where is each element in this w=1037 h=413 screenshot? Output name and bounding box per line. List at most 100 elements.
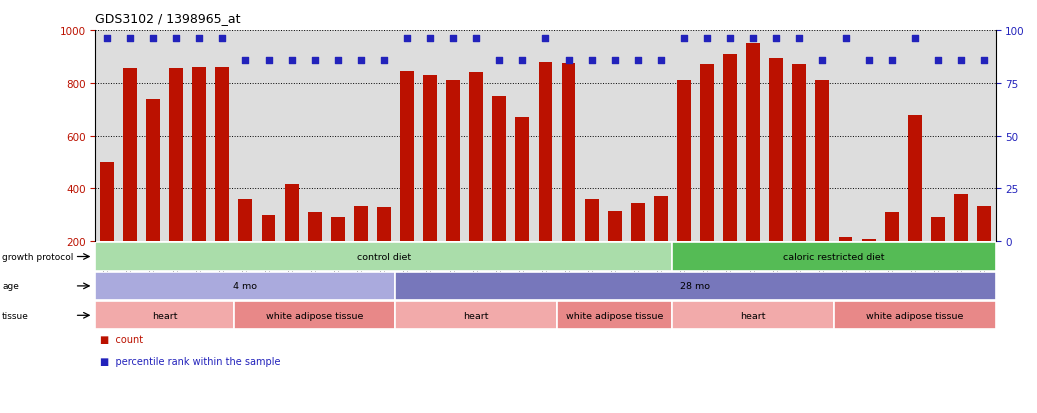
Bar bbox=[585, 199, 598, 242]
Bar bbox=[142, 31, 165, 242]
Text: white adipose tissue: white adipose tissue bbox=[566, 311, 664, 320]
Point bbox=[537, 36, 554, 42]
Bar bbox=[562, 64, 576, 242]
Point bbox=[607, 58, 623, 64]
Bar bbox=[188, 31, 211, 242]
Bar bbox=[423, 76, 437, 242]
Bar bbox=[931, 218, 945, 242]
Point bbox=[260, 58, 277, 64]
Text: control diet: control diet bbox=[357, 252, 411, 261]
Bar bbox=[470, 73, 483, 242]
Bar bbox=[280, 31, 303, 242]
Point bbox=[953, 58, 970, 64]
Bar bbox=[377, 207, 391, 242]
Bar bbox=[169, 69, 184, 242]
Bar bbox=[239, 199, 252, 242]
Bar bbox=[257, 31, 280, 242]
Bar bbox=[764, 31, 788, 242]
Point bbox=[445, 36, 461, 42]
Point bbox=[652, 58, 669, 64]
Bar bbox=[557, 301, 672, 330]
Bar bbox=[903, 31, 926, 242]
Bar bbox=[792, 65, 806, 242]
Text: ■  percentile rank within the sample: ■ percentile rank within the sample bbox=[100, 356, 280, 366]
Text: ■  count: ■ count bbox=[100, 334, 143, 344]
Point bbox=[514, 58, 531, 64]
Bar bbox=[95, 272, 395, 300]
Bar bbox=[723, 55, 737, 242]
Bar bbox=[192, 68, 206, 242]
Bar bbox=[349, 31, 372, 242]
Point bbox=[283, 58, 300, 64]
Bar bbox=[649, 31, 672, 242]
Bar bbox=[949, 31, 973, 242]
Bar bbox=[465, 31, 487, 242]
Bar bbox=[261, 215, 276, 242]
Point bbox=[906, 36, 923, 42]
Bar bbox=[118, 31, 142, 242]
Text: 28 mo: 28 mo bbox=[680, 282, 710, 291]
Bar bbox=[95, 31, 118, 242]
Bar bbox=[862, 239, 875, 242]
Point bbox=[353, 58, 369, 64]
Bar bbox=[696, 31, 719, 242]
Bar bbox=[538, 62, 553, 242]
Bar bbox=[123, 69, 137, 242]
Point bbox=[422, 36, 439, 42]
Bar bbox=[654, 197, 668, 242]
Bar bbox=[608, 211, 621, 242]
Point bbox=[214, 36, 230, 42]
Bar bbox=[327, 31, 349, 242]
Bar bbox=[885, 213, 899, 242]
Point bbox=[330, 58, 346, 64]
Bar bbox=[331, 218, 344, 242]
Point bbox=[676, 36, 693, 42]
Bar bbox=[395, 301, 557, 330]
Bar bbox=[446, 81, 460, 242]
Bar bbox=[511, 31, 534, 242]
Point bbox=[99, 36, 115, 42]
Bar bbox=[834, 31, 857, 242]
Text: caloric restricted diet: caloric restricted diet bbox=[783, 252, 885, 261]
Text: white adipose tissue: white adipose tissue bbox=[866, 311, 963, 320]
Point bbox=[398, 36, 415, 42]
Bar bbox=[811, 31, 834, 242]
Bar bbox=[926, 31, 949, 242]
Bar bbox=[626, 31, 649, 242]
Point bbox=[929, 58, 946, 64]
Text: tissue: tissue bbox=[2, 311, 29, 320]
Bar bbox=[788, 31, 811, 242]
Point bbox=[491, 58, 507, 64]
Bar bbox=[419, 31, 442, 242]
Point bbox=[191, 36, 207, 42]
Bar bbox=[719, 31, 741, 242]
Bar bbox=[604, 31, 626, 242]
Bar bbox=[400, 72, 414, 242]
Bar bbox=[442, 31, 465, 242]
Bar bbox=[95, 301, 234, 330]
Bar bbox=[815, 81, 830, 242]
Point bbox=[768, 36, 785, 42]
Point bbox=[145, 36, 162, 42]
Point bbox=[306, 58, 323, 64]
Point bbox=[560, 58, 577, 64]
Bar bbox=[146, 100, 160, 242]
Point bbox=[745, 36, 761, 42]
Bar bbox=[677, 81, 691, 242]
Bar bbox=[95, 243, 672, 271]
Bar bbox=[880, 31, 903, 242]
Bar bbox=[285, 185, 299, 242]
Point bbox=[584, 58, 600, 64]
Bar bbox=[834, 301, 996, 330]
Bar bbox=[954, 194, 968, 242]
Bar bbox=[493, 97, 506, 242]
Bar bbox=[747, 44, 760, 242]
Text: GDS3102 / 1398965_at: GDS3102 / 1398965_at bbox=[95, 12, 241, 25]
Point bbox=[722, 36, 738, 42]
Bar bbox=[839, 237, 852, 242]
Bar bbox=[672, 243, 996, 271]
Bar bbox=[557, 31, 580, 242]
Bar bbox=[234, 301, 395, 330]
Bar bbox=[700, 65, 713, 242]
Bar bbox=[907, 115, 922, 242]
